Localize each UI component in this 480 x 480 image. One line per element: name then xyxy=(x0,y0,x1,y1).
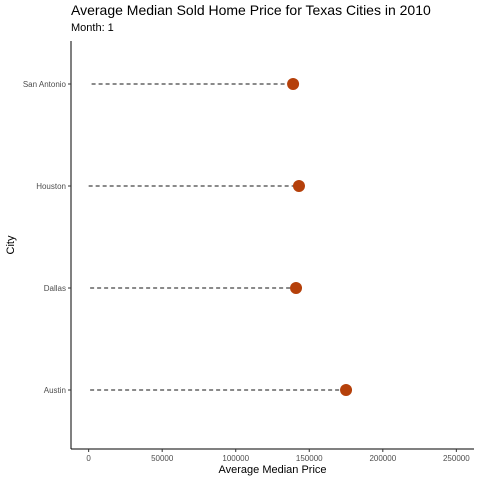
x-tick-label: 100000 xyxy=(222,454,249,463)
chart-marks xyxy=(88,78,353,396)
y-tick-label: Houston xyxy=(36,182,66,191)
x-tick-label: 200000 xyxy=(369,454,396,463)
chart-subtitle: Month: 1 xyxy=(71,22,114,34)
lollipop-point xyxy=(287,78,300,90)
chart-title: Average Median Sold Home Price for Texas… xyxy=(71,2,431,18)
lollipop-point xyxy=(292,180,305,192)
lollipop-point xyxy=(290,282,303,294)
x-tick-label: 250000 xyxy=(443,454,470,463)
x-axis-title: Average Median Price xyxy=(218,464,326,476)
x-tick-label: 50000 xyxy=(151,454,174,463)
x-tick-label: 0 xyxy=(86,454,91,463)
axes: 0 50000 100000 150000 200000 250000 Austin Dall… xyxy=(23,41,474,463)
x-tick-label: 150000 xyxy=(296,454,323,463)
y-tick-label: Austin xyxy=(44,386,66,395)
y-tick-label: Dallas xyxy=(44,284,66,293)
y-axis-title: City xyxy=(5,235,17,254)
lollipop-point xyxy=(340,384,353,396)
y-tick-label: San Antonio xyxy=(23,80,67,89)
